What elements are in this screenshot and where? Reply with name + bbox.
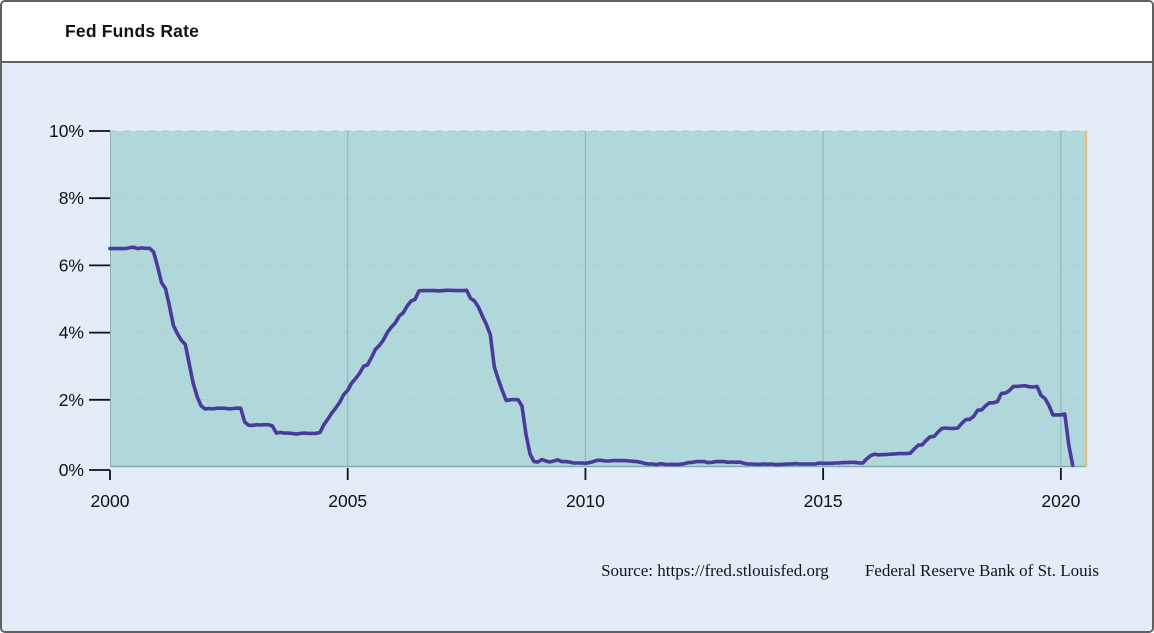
y-tick-label: 10% [49,121,84,141]
y-tick-label: 2% [59,390,84,410]
data-line [108,245,1075,468]
chart-title: Fed Funds Rate [65,21,200,41]
chart-footer: Source: https://fred.stlouisfed.org Fede… [601,561,1099,581]
x-tick-label: 2020 [1041,491,1080,511]
y-tick-label: 0% [59,460,84,480]
x-tick-label: 2000 [91,491,130,511]
fed-funds-line-chart: 0% 2% 4% 6% 8% 10% 2000 2005 2010 2015 2020 [49,121,1088,511]
title-bar: Fed Funds Rate [2,2,1152,63]
plot-area [110,131,1087,467]
x-tick-label: 2010 [566,491,605,511]
x-tick-label: 2015 [804,491,843,511]
y-tick-label: 4% [59,323,84,343]
source-text: Source: https://fred.stlouisfed.org [601,561,829,580]
x-tick-label: 2005 [328,491,367,511]
chart-panel: 0% 2% 4% 6% 8% 10% 2000 2005 2010 2015 2020 Source… [2,63,1152,631]
y-tick-label: 6% [59,255,84,275]
attribution-text: Federal Reserve Bank of St. Louis [864,561,1099,580]
y-tick-label: 8% [59,188,84,208]
